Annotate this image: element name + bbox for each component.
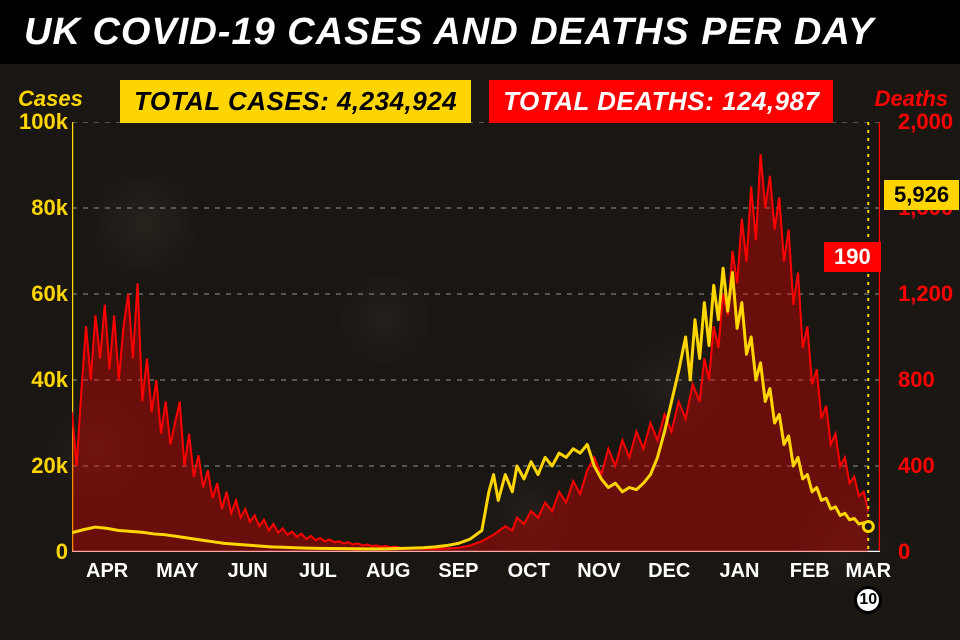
y-right-tick: 800 (898, 367, 960, 393)
y-left-tick: 80k (0, 195, 68, 221)
x-tick: DEC (648, 560, 690, 583)
x-tick: NOV (577, 560, 620, 583)
x-tick: SEP (438, 560, 478, 583)
x-tick: OCT (508, 560, 550, 583)
x-tick: FEB (790, 560, 830, 583)
y-left-tick: 20k (0, 453, 68, 479)
x-tick: JUL (299, 560, 337, 583)
current-deaths-badge: 190 (824, 242, 881, 272)
y-right-tick: 1,200 (898, 281, 960, 307)
chart-plot-area (72, 122, 880, 552)
chart-title: UK COVID-19 CASES AND DEATHS PER DAY (0, 0, 960, 64)
y-left-tick: 40k (0, 367, 68, 393)
x-ticks: APRMAYJUNJULAUGSEPOCTNOVDECJANFEBMAR (72, 560, 880, 590)
y-right-tick: 0 (898, 539, 960, 565)
x-tick: AUG (366, 560, 410, 583)
x-tick: APR (86, 560, 128, 583)
y-right-tick: 2,000 (898, 109, 960, 135)
x-tick: MAY (156, 560, 199, 583)
chart-title-text: UK COVID-19 CASES AND DEATHS PER DAY (24, 11, 874, 54)
total-deaths-badge: TOTAL DEATHS: 124,987 (489, 80, 833, 123)
y-left-tick: 60k (0, 281, 68, 307)
date-marker-text: 10 (859, 591, 877, 609)
y-left-tick: 0 (0, 539, 68, 565)
chart-svg (72, 122, 880, 552)
x-tick: JAN (719, 560, 759, 583)
y-left-tick: 100k (0, 109, 68, 135)
y-right-tick: 400 (898, 453, 960, 479)
current-cases-badge: 5,926 (884, 180, 959, 210)
total-cases-badge: TOTAL CASES: 4,234,924 (120, 80, 471, 123)
stat-badges: TOTAL CASES: 4,234,924 TOTAL DEATHS: 124… (120, 80, 833, 123)
x-tick: MAR (846, 560, 892, 583)
y-ticks-left: 020k40k60k80k100k (0, 122, 68, 552)
x-tick: JUN (228, 560, 268, 583)
